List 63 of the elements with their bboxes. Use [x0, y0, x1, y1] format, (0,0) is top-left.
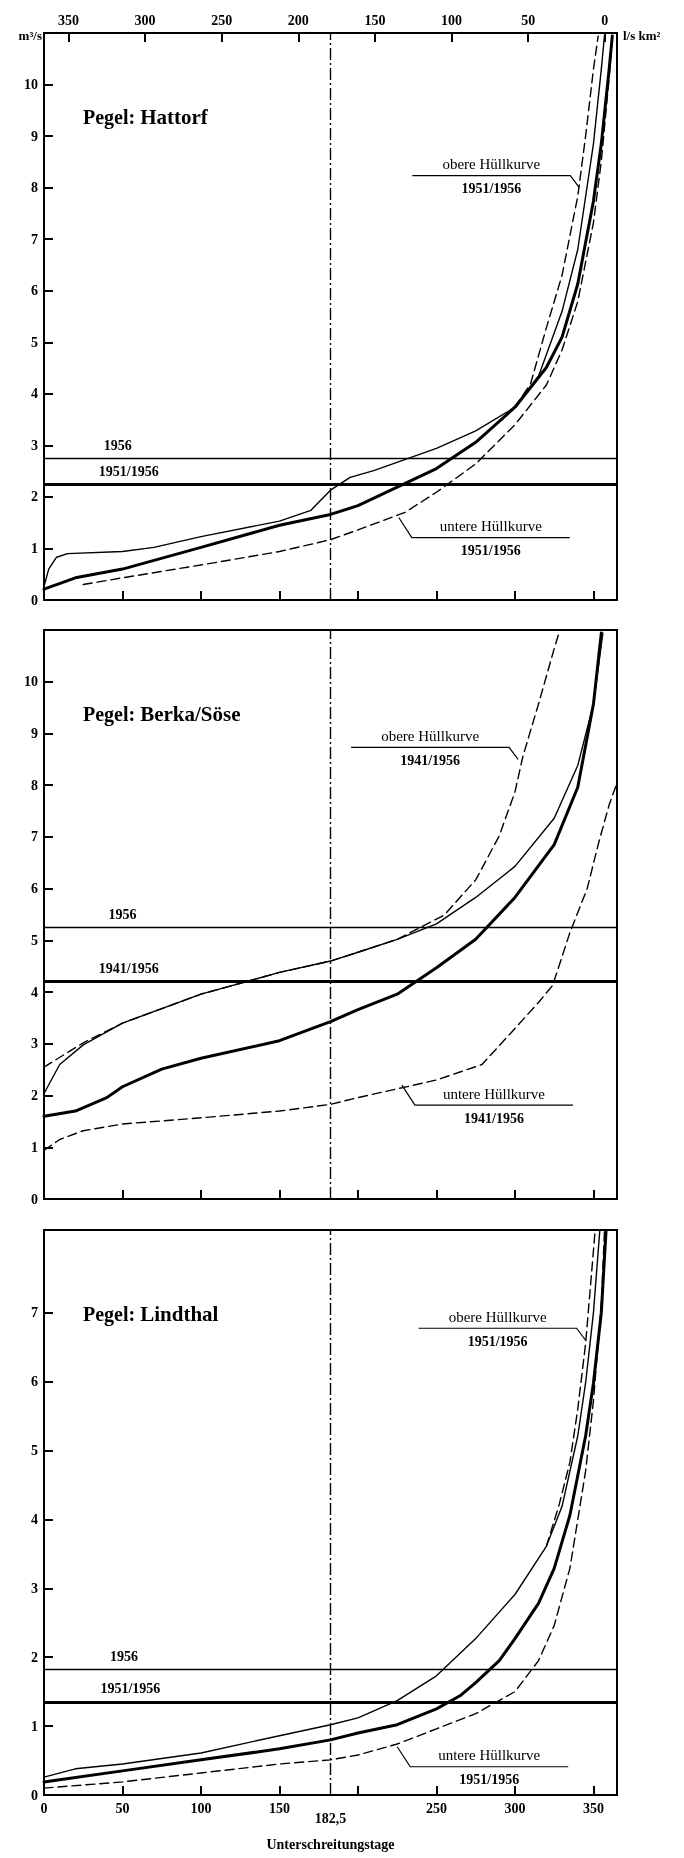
annotation: untere Hüllkurve 1951/1956 [439, 518, 543, 559]
x2-axis-title: l/s km² [623, 27, 661, 43]
x-tick-label: 50 [115, 1800, 130, 1816]
annotation: obere Hüllkurve 1941/1956 [381, 727, 480, 768]
y-tick-label: 8 [31, 777, 38, 793]
annotation: obere Hüllkurve 1951/1956 [448, 1308, 547, 1349]
y-tick-label: 0 [31, 592, 38, 608]
y-tick-label: 1 [31, 1139, 38, 1155]
x-tick-label: 250 [425, 1800, 447, 1816]
ref-line-label: 182,5 [314, 1810, 347, 1826]
y-axis-title: m³/s [18, 27, 42, 43]
y-tick-label: 1 [31, 540, 38, 556]
y-tick-label: 5 [31, 334, 38, 350]
x-tick-label: 150 [268, 1800, 290, 1816]
x2-tick-label: 150 [364, 12, 386, 28]
annotation: untere Hüllkurve 1951/1956 [438, 1747, 541, 1788]
text: Pegel: Hattorf [83, 104, 209, 129]
annotation: 1941/1956 [98, 961, 159, 977]
annotation: 1951/1956 [98, 463, 159, 479]
x-tick-label: 100 [190, 1800, 212, 1816]
y-tick-label: 6 [31, 1374, 38, 1390]
y-tick-label: 6 [31, 881, 38, 897]
y-tick-label: 7 [31, 829, 38, 845]
y-tick-label: 9 [31, 128, 38, 144]
y-tick-label: 4 [31, 386, 38, 402]
y-tick-label: 9 [31, 725, 38, 741]
x2-tick-label: 100 [441, 12, 463, 28]
annotation: 1956 [103, 437, 132, 453]
y-tick-label: 3 [31, 437, 38, 453]
y-tick-label: 3 [31, 1036, 38, 1052]
y-tick-label: 2 [31, 1649, 38, 1665]
y-tick-label: 1 [31, 1718, 38, 1734]
annotation: 1956 [108, 906, 137, 922]
annotation: 1951/1956 [100, 1681, 161, 1697]
x2-tick-label: 300 [134, 12, 156, 28]
text: Pegel: Lindthal [83, 1301, 219, 1326]
x2-tick-label: 50 [521, 12, 536, 28]
y-tick-label: 2 [31, 1088, 38, 1104]
y-tick-label: 8 [31, 180, 38, 196]
x-axis-title: Unterschreitungstage [266, 1836, 395, 1852]
y-tick-label: 10 [24, 77, 38, 93]
annotation: obere Hüllkurve 1951/1956 [442, 156, 541, 197]
y-tick-label: 3 [31, 1580, 38, 1596]
x2-tick-label: 0 [601, 12, 609, 28]
y-tick-label: 4 [31, 1511, 38, 1527]
y-tick-label: 0 [31, 1787, 38, 1803]
x-tick-label: 300 [504, 1800, 526, 1816]
annotation: untere Hüllkurve 1941/1956 [442, 1085, 546, 1126]
text: Pegel: Berka/Söse [83, 701, 241, 726]
y-tick-label: 10 [24, 674, 38, 690]
y-tick-label: 7 [31, 231, 38, 247]
y-tick-label: 0 [31, 1191, 38, 1207]
y-tick-label: 6 [31, 283, 38, 299]
annotation: 1956 [110, 1649, 139, 1665]
x2-tick-label: 200 [287, 12, 309, 28]
y-tick-label: 7 [31, 1305, 38, 1321]
y-tick-label: 5 [31, 1442, 38, 1458]
x-tick-label: 350 [582, 1800, 604, 1816]
y-tick-label: 2 [31, 489, 38, 505]
x2-tick-label: 250 [211, 12, 233, 28]
y-tick-label: 4 [31, 984, 38, 1000]
x2-tick-label: 350 [58, 12, 80, 28]
y-tick-label: 5 [31, 932, 38, 948]
